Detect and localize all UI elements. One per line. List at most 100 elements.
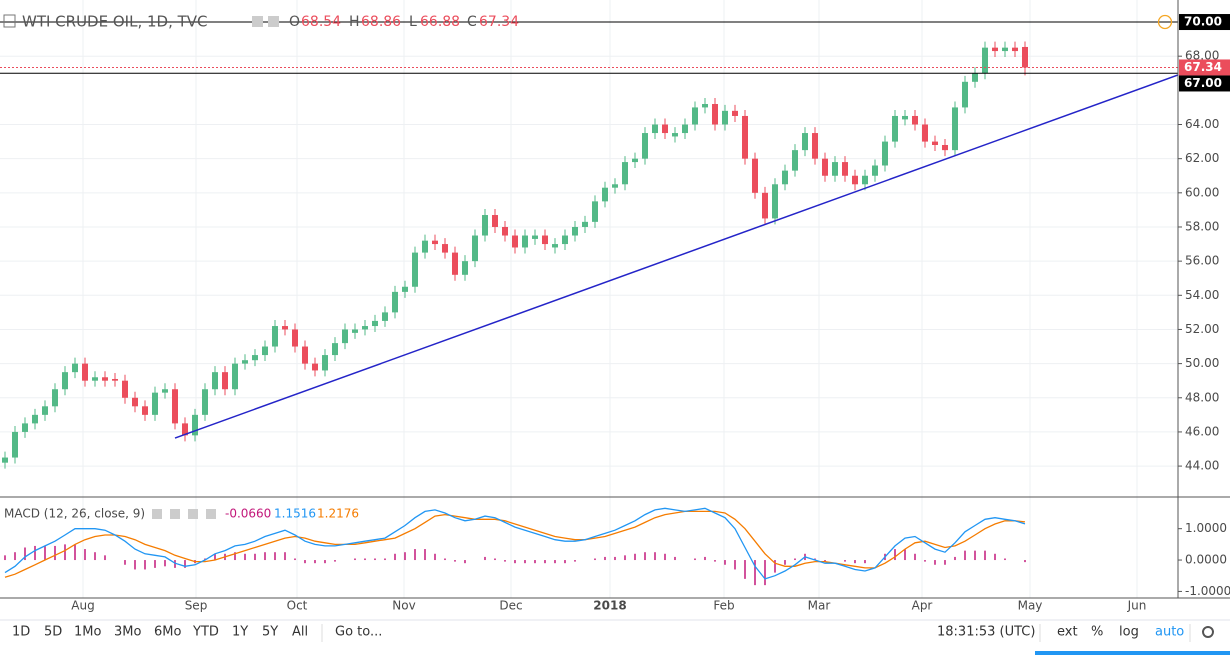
- candle-body: [542, 235, 548, 245]
- candle-body: [322, 355, 328, 371]
- x-tick-label: Sep: [185, 599, 208, 613]
- status-bar: [1035, 651, 1230, 655]
- icon[interactable]: [268, 16, 279, 27]
- candle-body: [762, 192, 768, 219]
- price-label: 70.00: [1184, 15, 1222, 29]
- candle-body: [722, 110, 728, 125]
- clock-icon[interactable]: [1157, 14, 1173, 30]
- range-button[interactable]: 1Y: [232, 625, 248, 640]
- y-tick-label: 54.00: [1185, 288, 1219, 302]
- candle-body: [522, 235, 528, 248]
- goto-button[interactable]: Go to...: [335, 625, 382, 640]
- candle-body: [862, 175, 868, 185]
- icon[interactable]: [252, 16, 263, 27]
- toolbar: 1D 5D 1Mo 3Mo 6Mo YTD 1Y 5Y All Go to... 18:31:53 …: [12, 625, 1184, 640]
- candle-body: [102, 377, 108, 381]
- candle-body: [892, 115, 898, 142]
- range-button[interactable]: 5D: [44, 625, 62, 640]
- candle-body: [72, 363, 78, 373]
- option-button[interactable]: %: [1091, 625, 1103, 640]
- candle-body: [232, 363, 238, 390]
- x-tick-label: Apr: [912, 599, 933, 613]
- x-tick-label: Jun: [1127, 599, 1147, 613]
- icon[interactable]: [152, 509, 162, 519]
- candle-body: [302, 346, 308, 364]
- icon[interactable]: [170, 509, 180, 519]
- price-label-box: [1179, 59, 1230, 76]
- candle-body: [392, 291, 398, 313]
- option-button[interactable]: auto: [1155, 625, 1184, 640]
- candle-body: [632, 158, 638, 163]
- candle-body: [882, 141, 888, 166]
- range-button[interactable]: All: [292, 625, 308, 640]
- ohlc-value: 68.86: [361, 14, 401, 30]
- ohlc-value: 66.88: [420, 14, 460, 30]
- candle-body: [252, 355, 258, 361]
- candle-body: [12, 431, 18, 458]
- candle-body: [692, 107, 698, 125]
- y-tick-label: 50.00: [1185, 356, 1219, 370]
- option-button[interactable]: ext: [1057, 625, 1078, 640]
- candle-body: [242, 360, 248, 364]
- y-tick-label: -1.0000: [1185, 584, 1230, 598]
- candle-body: [902, 115, 908, 120]
- collapse-icon[interactable]: [3, 14, 16, 28]
- candle-body: [422, 240, 428, 253]
- range-button[interactable]: 5Y: [262, 625, 278, 640]
- range-button[interactable]: 1Mo: [74, 625, 101, 640]
- candle-body: [842, 162, 848, 176]
- range-button[interactable]: 1D: [12, 625, 30, 640]
- signal-line: [4, 510, 1026, 578]
- ohlc-letter: O: [289, 14, 300, 30]
- candle-body: [352, 329, 358, 333]
- candle-body: [382, 312, 388, 321]
- x-tick-label: Mar: [808, 599, 831, 613]
- candle-body: [572, 226, 578, 236]
- price-label: 67.00: [1184, 76, 1222, 90]
- candle-body: [482, 215, 488, 236]
- settings-icon[interactable]: [1202, 626, 1214, 638]
- candle-body: [292, 329, 298, 347]
- candle-body: [472, 235, 478, 262]
- candle-body: [222, 372, 228, 390]
- clock: 18:31:53 (UTC): [937, 625, 1035, 640]
- candle-body: [332, 343, 338, 356]
- ohlc-value: 68.54: [301, 14, 341, 30]
- range-button[interactable]: 6Mo: [154, 625, 181, 640]
- candle-body: [1022, 46, 1028, 68]
- macd-pane: [4, 507, 1026, 586]
- candle-body: [452, 252, 458, 275]
- icon[interactable]: [206, 509, 216, 519]
- candle-body: [172, 389, 178, 424]
- range-button[interactable]: 3Mo: [114, 625, 141, 640]
- candle-body: [462, 261, 468, 275]
- candle-body: [562, 235, 568, 245]
- candle-body: [802, 133, 808, 151]
- y-tick-label: 58.00: [1185, 219, 1219, 233]
- candle-body: [502, 226, 508, 236]
- y-tick-label: 64.00: [1185, 117, 1219, 131]
- candle-body: [952, 107, 958, 151]
- range-button[interactable]: YTD: [192, 625, 219, 640]
- candle-body: [992, 47, 998, 52]
- candle-body: [782, 170, 788, 185]
- candle-body: [1012, 47, 1018, 52]
- candle-body: [132, 397, 138, 407]
- candle-body: [1002, 47, 1008, 52]
- price-label-box: [1179, 75, 1230, 92]
- option-button[interactable]: log: [1119, 625, 1139, 640]
- candle-body: [42, 406, 48, 415]
- y-tick-label: 44.00: [1185, 459, 1219, 473]
- candle-body: [582, 221, 588, 227]
- candle-body: [342, 329, 348, 344]
- grid-layer: [0, 0, 1178, 598]
- candle-body: [402, 286, 408, 292]
- candle-body: [362, 326, 368, 330]
- candle-body: [702, 104, 708, 108]
- candle-body: [282, 326, 288, 330]
- x-tick-label: Oct: [287, 599, 308, 613]
- candle-body: [912, 115, 918, 125]
- icon[interactable]: [188, 509, 198, 519]
- x-tick-label: Nov: [392, 599, 415, 613]
